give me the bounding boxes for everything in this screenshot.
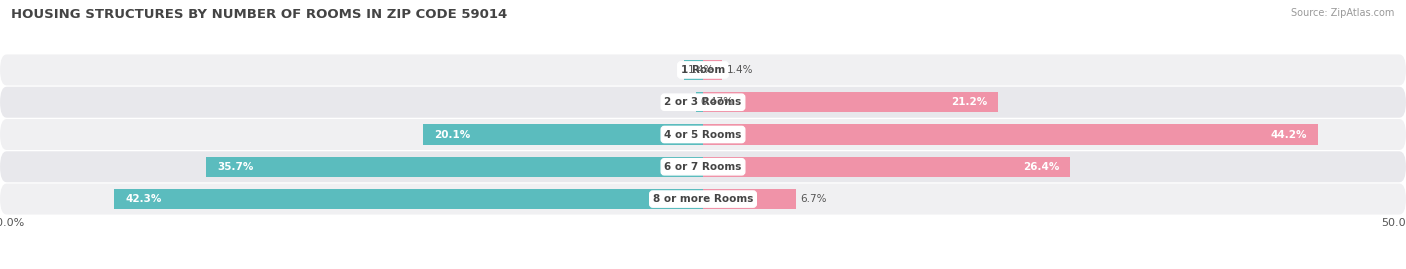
Text: 20.1%: 20.1% [434, 129, 471, 140]
Text: 6 or 7 Rooms: 6 or 7 Rooms [664, 162, 742, 172]
Text: 1.4%: 1.4% [727, 65, 754, 75]
Bar [703, 125, 1319, 144]
Bar [696, 92, 703, 112]
Text: 42.3%: 42.3% [125, 194, 162, 204]
Text: 35.7%: 35.7% [217, 162, 253, 172]
Bar [703, 60, 723, 80]
Text: 8 or more Rooms: 8 or more Rooms [652, 194, 754, 204]
FancyBboxPatch shape [0, 119, 1406, 150]
Text: Source: ZipAtlas.com: Source: ZipAtlas.com [1291, 8, 1395, 18]
Bar [703, 189, 796, 209]
Text: 21.2%: 21.2% [950, 97, 987, 107]
Text: HOUSING STRUCTURES BY NUMBER OF ROOMS IN ZIP CODE 59014: HOUSING STRUCTURES BY NUMBER OF ROOMS IN… [11, 8, 508, 21]
FancyBboxPatch shape [0, 87, 1406, 118]
Text: 4 or 5 Rooms: 4 or 5 Rooms [664, 129, 742, 140]
Text: 1 Room: 1 Room [681, 65, 725, 75]
Text: 6.7%: 6.7% [800, 194, 827, 204]
Bar [683, 60, 703, 80]
FancyBboxPatch shape [0, 151, 1406, 182]
Bar [207, 157, 703, 177]
Bar [423, 125, 703, 144]
Text: 0.47%: 0.47% [700, 97, 734, 107]
Bar [703, 157, 1070, 177]
Text: 1.4%: 1.4% [688, 65, 714, 75]
Text: 2 or 3 Rooms: 2 or 3 Rooms [665, 97, 741, 107]
Text: 44.2%: 44.2% [1271, 129, 1308, 140]
Bar [114, 189, 703, 209]
Text: 26.4%: 26.4% [1024, 162, 1059, 172]
Bar [703, 92, 998, 112]
FancyBboxPatch shape [0, 54, 1406, 86]
FancyBboxPatch shape [0, 183, 1406, 215]
